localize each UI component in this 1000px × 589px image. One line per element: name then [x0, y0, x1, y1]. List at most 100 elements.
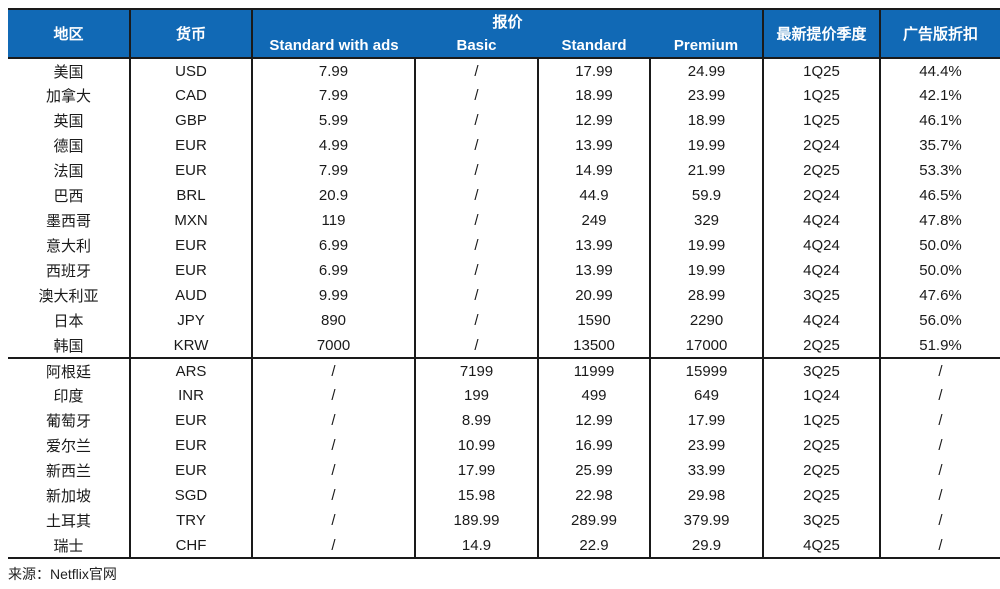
table-row: 韩国 KRW 7000/13500 17000 2Q25 51.9% — [8, 333, 1000, 358]
cell-basic: / — [414, 208, 538, 233]
cell-basic: 199 — [414, 383, 538, 408]
cell-premium: 19.99 — [648, 258, 764, 283]
cell-latest-hike-quarter: 4Q25 — [762, 533, 881, 558]
cell-basic: / — [414, 133, 538, 158]
cell-region: 阿根廷 — [45, 363, 91, 381]
cell-region: 英国 — [53, 113, 84, 130]
table-row: 美国 USD 7.99/17.99 24.99 1Q25 44.4% — [8, 58, 1000, 83]
cell-currency: GBP — [129, 108, 252, 133]
cell-basic: / — [414, 308, 538, 333]
cell-ad-discount: / — [879, 533, 1000, 558]
cell-premium: 2290 — [648, 308, 764, 333]
cell-premium: 59.9 — [648, 183, 764, 208]
col-header-currency: 货币 — [130, 9, 253, 58]
cell-currency: EUR — [129, 408, 252, 433]
cell-ad-discount: 44.4% — [879, 58, 1000, 83]
cell-latest-hike-quarter: 1Q25 — [762, 83, 881, 108]
cell-premium: 329 — [648, 208, 764, 233]
cell-basic: 189.99 — [414, 508, 538, 533]
table-row: 新西兰 EUR/17.99 25.99 33.99 2Q25/ — [8, 458, 1000, 483]
cell-region: 法国 — [53, 163, 84, 180]
cell-premium: 23.99 — [648, 83, 764, 108]
cell-latest-hike-quarter: 1Q25 — [762, 58, 881, 83]
cell-ad-discount: 47.8% — [879, 208, 1000, 233]
cell-standard: 13500 — [537, 333, 650, 358]
cell-basic: / — [414, 58, 538, 83]
table-row: 加拿大 CAD 7.99/18.99 23.99 1Q25 42.1% — [8, 83, 1000, 108]
cell-premium: 24.99 — [648, 58, 764, 83]
cell-region: 土耳其 — [45, 513, 91, 530]
table-row: 印度 INR/199 499 649 1Q24/ — [8, 383, 1000, 408]
cell-premium: 33.99 — [648, 458, 764, 483]
cell-currency: MXN — [129, 208, 252, 233]
table-section-1: 美国 USD 7.99/17.99 24.99 1Q25 44.4% 加拿大 CAD 7.99/… — [8, 58, 1000, 358]
cell-standard-with-ads: / — [251, 383, 415, 408]
cell-latest-hike-quarter: 1Q24 — [762, 383, 881, 408]
cell-standard-with-ads: / — [251, 433, 415, 458]
table-row: 西班牙 EUR 6.99/13.99 19.99 4Q24 50.0% — [8, 258, 1000, 283]
cell-basic: 15.98 — [414, 483, 538, 508]
cell-ad-discount: / — [879, 358, 1000, 383]
cell-standard-with-ads: / — [251, 408, 415, 433]
cell-latest-hike-quarter: 2Q25 — [762, 458, 881, 483]
cell-basic: 17.99 — [414, 458, 538, 483]
cell-currency: BRL — [129, 183, 252, 208]
cell-region: 西班牙 — [45, 263, 91, 280]
table-row: 新加坡 SGD/15.98 22.98 29.98 2Q25/ — [8, 483, 1000, 508]
cell-basic: / — [414, 158, 538, 183]
cell-basic: 7199 — [414, 358, 538, 383]
cell-standard-with-ads: 7000 — [251, 333, 415, 358]
header-row-plans: Standard with ads Basic Standard Premium — [8, 33, 1000, 58]
cell-region: 爱尔兰 — [45, 438, 91, 455]
cell-standard-with-ads: 5.99 — [251, 108, 415, 133]
cell-standard-with-ads: 7.99 — [251, 58, 415, 83]
table-row: 意大利 EUR 6.99/13.99 19.99 4Q24 50.0% — [8, 233, 1000, 258]
cell-ad-discount: 46.1% — [879, 108, 1000, 133]
cell-latest-hike-quarter: 3Q25 — [762, 508, 881, 533]
cell-standard: 13.99 — [537, 233, 650, 258]
source-note: 来源：Netflix官网 — [8, 566, 117, 582]
cell-region: 墨西哥 — [45, 213, 91, 230]
table-row: 瑞士 CHF/14.9 22.9 29.9 4Q25/ — [8, 533, 1000, 558]
cell-standard-with-ads: / — [251, 358, 415, 383]
cell-basic: 10.99 — [414, 433, 538, 458]
col-header-latest-hike-quarter: 最新提价季度 — [762, 9, 882, 58]
cell-premium: 28.99 — [648, 283, 764, 308]
col-header-plan-standard: Standard — [538, 33, 650, 58]
cell-ad-discount: 47.6% — [879, 283, 1000, 308]
cell-standard-with-ads: 890 — [251, 308, 415, 333]
cell-standard-with-ads: / — [251, 533, 415, 558]
cell-premium: 17000 — [648, 333, 764, 358]
cell-ad-discount: / — [879, 383, 1000, 408]
cell-standard-with-ads: 7.99 — [251, 83, 415, 108]
cell-standard: 16.99 — [537, 433, 650, 458]
col-header-region: 地区 — [8, 9, 131, 58]
cell-basic: / — [414, 183, 538, 208]
cell-currency: SGD — [129, 483, 252, 508]
cell-currency: TRY — [129, 508, 252, 533]
cell-currency: CAD — [129, 83, 252, 108]
col-header-ad-discount: 广告版折扣 — [880, 9, 1000, 58]
cell-premium: 29.9 — [648, 533, 764, 558]
cell-premium: 21.99 — [648, 158, 764, 183]
cell-premium: 29.98 — [648, 483, 764, 508]
cell-standard: 1590 — [537, 308, 650, 333]
cell-standard: 22.9 — [537, 533, 650, 558]
table-row: 阿根廷 ARS/7199 11999 15999 3Q25/ — [8, 358, 1000, 383]
cell-region: 瑞士 — [53, 537, 84, 555]
cell-currency: JPY — [129, 308, 252, 333]
cell-currency: KRW — [129, 333, 252, 358]
cell-premium: 19.99 — [648, 233, 764, 258]
cell-region: 美国 — [53, 63, 84, 81]
cell-region: 新加坡 — [45, 488, 91, 505]
cell-premium: 379.99 — [648, 508, 764, 533]
cell-region: 德国 — [53, 138, 84, 155]
cell-standard-with-ads: 6.99 — [251, 233, 415, 258]
cell-basic: / — [414, 233, 538, 258]
cell-standard: 289.99 — [537, 508, 650, 533]
cell-premium: 18.99 — [648, 108, 764, 133]
cell-ad-discount: 53.3% — [879, 158, 1000, 183]
cell-standard-with-ads: 4.99 — [251, 133, 415, 158]
cell-basic: 14.9 — [414, 533, 538, 558]
header-row-top: 地区 货币 报价 最新提价季度 广告版折扣 — [8, 9, 1000, 58]
